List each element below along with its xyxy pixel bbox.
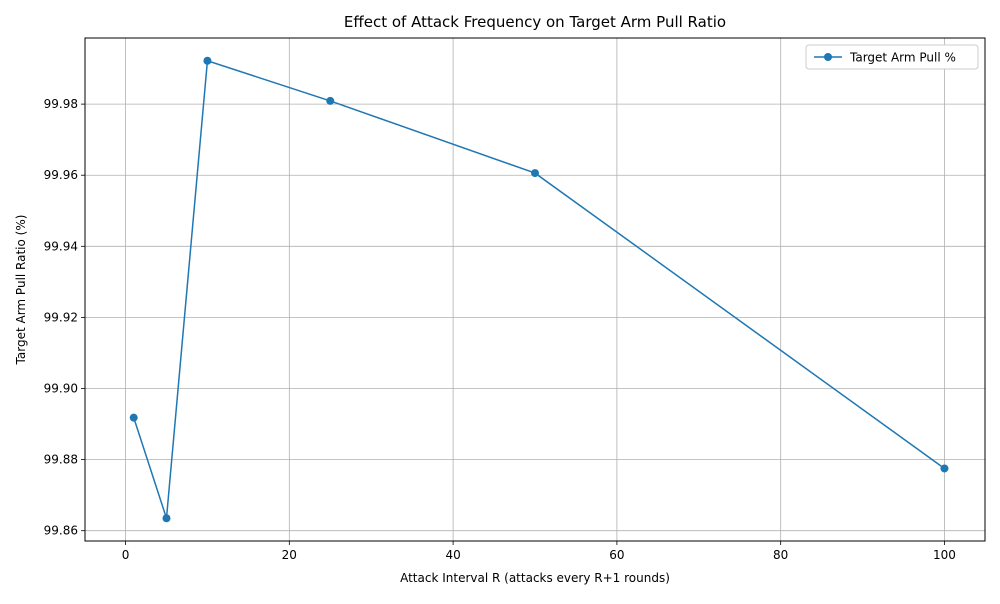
ticks: 0 20 40 60 80 100 99.86 99.88 99.90 99.92 99.94 99.… (44, 97, 956, 562)
data-point (326, 96, 335, 105)
x-axis-label: Attack Interval R (attacks every R+1 rou… (400, 571, 670, 585)
data-point (162, 514, 171, 523)
y-tick-label: 99.90 (44, 382, 78, 396)
x-tick-label: 100 (933, 548, 956, 562)
y-axis-label: Target Arm Pull Ratio (%) (14, 215, 28, 366)
legend-marker (824, 53, 832, 61)
data-point (203, 56, 212, 65)
y-tick-label: 99.98 (44, 97, 78, 111)
y-tick-label: 99.92 (44, 310, 78, 324)
series-layer (129, 56, 949, 523)
grid (85, 38, 985, 541)
data-point (129, 413, 138, 422)
x-tick-label: 0 (122, 548, 130, 562)
y-tick-label: 99.94 (44, 239, 78, 253)
legend-label: Target Arm Pull % (849, 51, 956, 65)
legend: Target Arm Pull % (805, 44, 979, 70)
y-tick-label: 99.96 (44, 168, 78, 182)
plot-frame (84, 37, 986, 542)
x-tick-label: 60 (609, 548, 624, 562)
legend-box (805, 44, 979, 70)
x-tick-label: 80 (773, 548, 788, 562)
chart-title: Effect of Attack Frequency on Target Arm… (344, 13, 726, 31)
series-line (133, 59, 945, 519)
x-tick-label: 40 (445, 548, 460, 562)
x-tick-label: 20 (282, 548, 297, 562)
y-tick-label: 99.88 (44, 453, 78, 467)
data-point (531, 169, 539, 178)
data-point (940, 464, 949, 473)
y-tick-label: 99.86 (44, 524, 78, 538)
